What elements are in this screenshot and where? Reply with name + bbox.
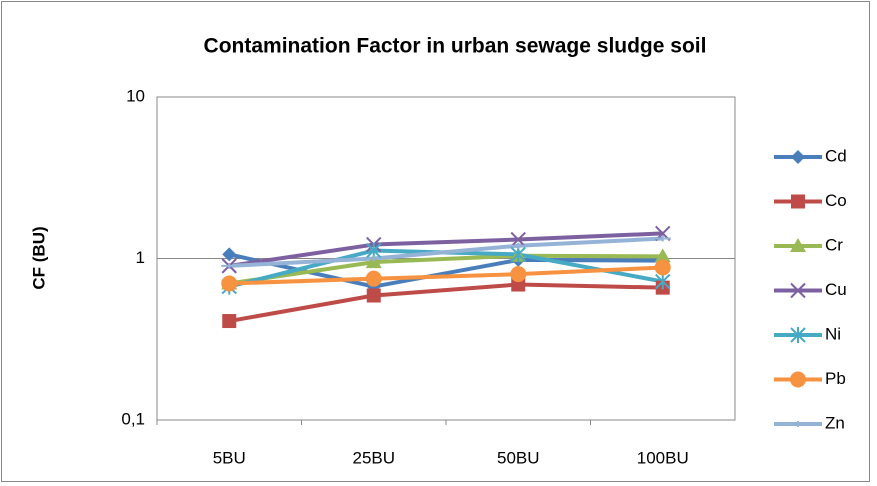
marker [222, 247, 237, 262]
x-tick-label: 25BU [352, 448, 395, 467]
legend-marker [790, 238, 806, 252]
legend-marker [790, 327, 806, 343]
legend-marker [790, 421, 806, 427]
x-tick-label: 50BU [497, 448, 540, 467]
marker [222, 314, 237, 329]
marker [365, 270, 382, 287]
legend-marker [790, 371, 806, 388]
marker [654, 235, 671, 242]
legend-label: Cu [825, 280, 847, 299]
series-line [228, 253, 663, 286]
y-tick-label: 10 [126, 86, 145, 105]
legend-marker [791, 194, 805, 209]
y-tick-label: 1 [136, 248, 145, 267]
x-tick-label: 5BU [213, 448, 246, 467]
legend-label: Zn [825, 413, 845, 432]
marker [510, 266, 527, 283]
x-tick-label: 100BU [637, 448, 689, 467]
marker [366, 288, 381, 303]
legend-label: Pb [825, 369, 846, 388]
marker [654, 248, 671, 263]
y-tick-label: 0,1 [121, 409, 145, 428]
series-line [229, 265, 663, 286]
series-line [229, 236, 663, 268]
chart-title: Contamination Factor in urban sewage slu… [204, 35, 707, 58]
marker [655, 273, 671, 290]
marker [221, 275, 238, 292]
legend-marker [791, 150, 805, 164]
legend-label: Ni [825, 324, 841, 343]
marker [510, 242, 527, 249]
y-axis-label: CF (BU) [29, 226, 48, 289]
legend-marker [790, 282, 806, 299]
marker [510, 231, 526, 248]
marker [654, 259, 671, 276]
series-line [228, 231, 663, 268]
marker [510, 246, 526, 263]
series-line [228, 282, 663, 324]
legend-label: Cr [825, 235, 843, 254]
marker [365, 255, 382, 262]
legend-label: Co [825, 191, 847, 210]
marker [221, 262, 238, 269]
legend-label: Cd [825, 146, 847, 165]
